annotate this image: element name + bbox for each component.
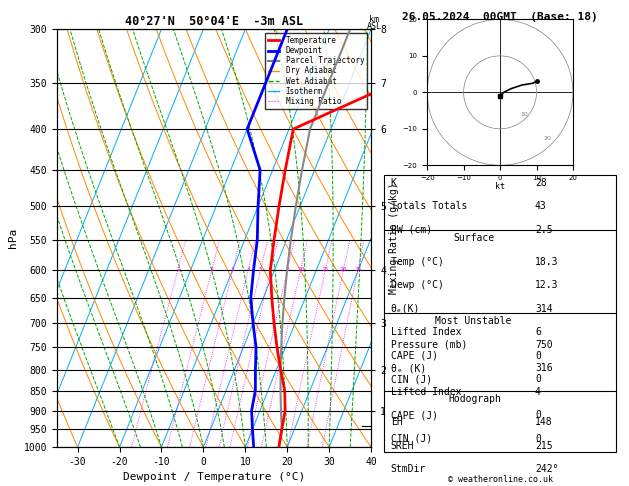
- Text: 316: 316: [535, 364, 553, 373]
- Text: 2.5: 2.5: [535, 225, 553, 235]
- Text: 15: 15: [321, 267, 329, 272]
- Text: 215: 215: [535, 441, 553, 451]
- Text: 148: 148: [535, 417, 553, 427]
- Text: Lifted Index: Lifted Index: [391, 387, 461, 397]
- Text: 0: 0: [535, 410, 541, 420]
- Text: 6: 6: [269, 267, 273, 272]
- Text: PW (cm): PW (cm): [391, 225, 431, 235]
- Text: 242°: 242°: [535, 465, 559, 474]
- Text: 20: 20: [543, 136, 552, 141]
- Text: 20: 20: [340, 267, 347, 272]
- Legend: Temperature, Dewpoint, Parcel Trajectory, Dry Adiabat, Wet Adiabat, Isotherm, Mi: Temperature, Dewpoint, Parcel Trajectory…: [265, 33, 367, 109]
- Text: 2: 2: [210, 267, 214, 272]
- Text: © weatheronline.co.uk: © weatheronline.co.uk: [448, 474, 552, 484]
- Text: 43: 43: [535, 201, 547, 211]
- Text: 28: 28: [535, 178, 547, 188]
- Text: 18.3: 18.3: [535, 257, 559, 267]
- Text: 8: 8: [286, 267, 289, 272]
- Text: km: km: [369, 15, 379, 24]
- Text: 750: 750: [535, 340, 553, 350]
- Text: 10: 10: [297, 267, 304, 272]
- Text: θₑ (K): θₑ (K): [391, 364, 426, 373]
- Text: Most Unstable: Most Unstable: [435, 316, 511, 326]
- Text: 3: 3: [231, 267, 235, 272]
- Text: ASL: ASL: [367, 22, 382, 31]
- Text: 4: 4: [247, 267, 250, 272]
- Text: CAPE (J): CAPE (J): [391, 351, 438, 361]
- Text: K: K: [391, 178, 396, 188]
- X-axis label: Dewpoint / Temperature (°C): Dewpoint / Temperature (°C): [123, 472, 305, 483]
- Text: 0: 0: [535, 434, 541, 444]
- Text: 0: 0: [535, 374, 541, 384]
- Text: Totals Totals: Totals Totals: [391, 201, 467, 211]
- X-axis label: kt: kt: [495, 182, 505, 191]
- Text: 0: 0: [535, 351, 541, 361]
- Text: Surface: Surface: [454, 233, 494, 243]
- Text: SREH: SREH: [391, 441, 414, 451]
- Y-axis label: hPa: hPa: [8, 228, 18, 248]
- Text: Pressure (mb): Pressure (mb): [391, 340, 467, 350]
- Text: 4: 4: [535, 387, 541, 397]
- Text: 314: 314: [535, 304, 553, 314]
- Text: 25: 25: [354, 267, 362, 272]
- Text: 26.05.2024  00GMT  (Base: 18): 26.05.2024 00GMT (Base: 18): [402, 12, 598, 22]
- Text: EH: EH: [391, 417, 403, 427]
- Text: CIN (J): CIN (J): [391, 374, 431, 384]
- Text: Temp (°C): Temp (°C): [391, 257, 443, 267]
- Text: 10: 10: [520, 112, 528, 117]
- Text: 5: 5: [259, 267, 262, 272]
- Y-axis label: Mixing Ratio (g/kg): Mixing Ratio (g/kg): [389, 182, 399, 294]
- Text: Lifted Index: Lifted Index: [391, 328, 461, 337]
- Text: Hodograph: Hodograph: [449, 394, 502, 404]
- Text: 6: 6: [535, 328, 541, 337]
- Text: CAPE (J): CAPE (J): [391, 410, 438, 420]
- Text: CIN (J): CIN (J): [391, 434, 431, 444]
- Text: θₑ(K): θₑ(K): [391, 304, 420, 314]
- Text: 1: 1: [176, 267, 180, 272]
- Text: StmDir: StmDir: [391, 465, 426, 474]
- Text: Dewp (°C): Dewp (°C): [391, 280, 443, 290]
- Title: 40°27'N  50°04'E  -3m ASL: 40°27'N 50°04'E -3m ASL: [125, 15, 303, 28]
- Text: 12.3: 12.3: [535, 280, 559, 290]
